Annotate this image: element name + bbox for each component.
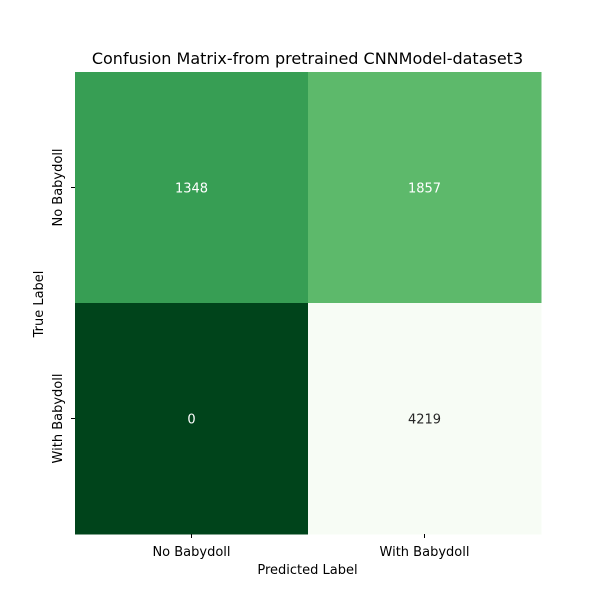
heatmap-cell-0-1 — [308, 72, 542, 304]
heatmap-cell-0-0 — [75, 72, 309, 304]
heatmap-cell-1-0 — [75, 303, 309, 535]
y-tick-label-no-babydoll: No Babydoll — [51, 148, 66, 226]
cell-value-label-1-0: 0 — [187, 413, 195, 428]
cell-value-label-0-0: 1348 — [175, 182, 208, 197]
chart-title: Confusion Matrix-from pretrained CNNMode… — [92, 49, 523, 68]
heatmap-plot-area: 1348 1857 0 4219 No Babydoll With Babydoll No … — [51, 72, 542, 560]
y-axis-label: True Label — [32, 271, 47, 339]
x-tick-label-with-babydoll: With Babydoll — [380, 545, 470, 560]
y-tick-label-with-babydoll: With Babydoll — [51, 374, 66, 464]
x-axis-label: Predicted Label — [257, 563, 357, 578]
x-tick-label-no-babydoll: No Babydoll — [152, 545, 230, 560]
cell-value-label-0-1: 1857 — [408, 182, 441, 197]
cell-value-label-1-1: 4219 — [408, 413, 441, 428]
heatmap-cell-1-1 — [308, 303, 542, 535]
